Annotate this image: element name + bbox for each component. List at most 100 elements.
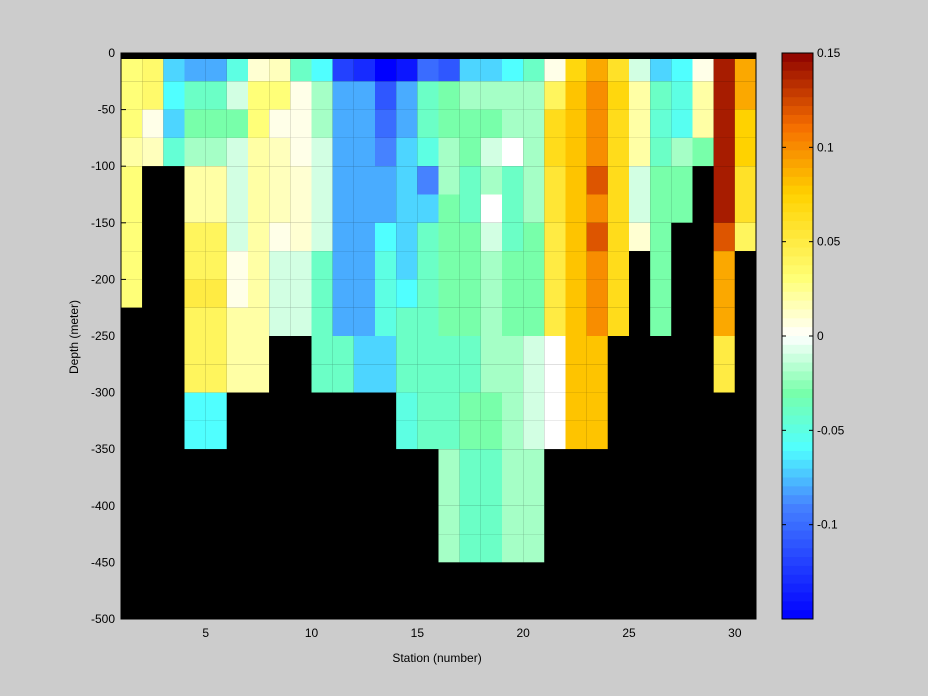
- colorbar: 0.15 0.1 0.05 0 -0.05 -0.1: [781, 46, 845, 620]
- heatmap-cell: [480, 534, 502, 563]
- heatmap-cell: [269, 449, 291, 478]
- heatmap-cell: [438, 166, 460, 195]
- heatmap-cell: [290, 307, 312, 336]
- heatmap-cell: [523, 392, 545, 421]
- heatmap-cell: [671, 53, 693, 82]
- heatmap-cell: [163, 53, 185, 82]
- heatmap-cell: [396, 590, 418, 619]
- heatmap-cell: [629, 449, 651, 478]
- heatmap-cell: [311, 279, 333, 308]
- heatmap-cell: [650, 222, 672, 252]
- heatmap-cell: [523, 81, 545, 110]
- heatmap-cell: [332, 392, 354, 421]
- heatmap-cell: [734, 137, 756, 167]
- heatmap-cell: [565, 505, 587, 535]
- heatmap-cell: [713, 336, 735, 365]
- heatmap-cell: [671, 109, 693, 138]
- heatmap-cell: [121, 449, 143, 478]
- heatmap-cell: [459, 194, 481, 223]
- heatmap-cell: [713, 392, 735, 421]
- colorbar-segment: [782, 477, 813, 487]
- heatmap-cell: [713, 81, 735, 110]
- heatmap-cell: [523, 534, 545, 563]
- heatmap-cell: [142, 307, 164, 336]
- heatmap-cell: [459, 109, 481, 138]
- heatmap-cell: [629, 251, 651, 280]
- heatmap-cell: [142, 53, 164, 82]
- heatmap-cell: [607, 392, 629, 421]
- heatmap-cell: [544, 251, 566, 280]
- colorbar-segment: [782, 353, 813, 364]
- heatmap-cell: [163, 336, 185, 365]
- heatmap-cell: [121, 336, 143, 365]
- heatmap-cell: [248, 590, 270, 619]
- heatmap-cell: [459, 166, 481, 195]
- heatmap-cell: [523, 477, 545, 506]
- heatmap-cell: [332, 194, 354, 223]
- colorbar-tick-label: -0.05: [817, 423, 845, 437]
- heatmap-cell: [353, 505, 375, 535]
- heatmap-cell: [629, 81, 651, 110]
- colorbar-segment: [782, 344, 813, 355]
- heatmap-cell: [290, 590, 312, 619]
- heatmap-cell: [438, 590, 460, 619]
- colorbar-segment: [782, 521, 813, 532]
- heatmap-cell: [311, 194, 333, 223]
- heatmap-cell: [375, 364, 397, 393]
- heatmap-cell: [734, 477, 756, 506]
- heatmap-cell: [629, 562, 651, 591]
- heatmap-cell: [565, 81, 587, 110]
- heatmap-cell: [226, 364, 248, 393]
- heatmap-cell: [375, 590, 397, 619]
- heatmap-cell: [121, 364, 143, 393]
- heatmap-cell: [459, 307, 481, 336]
- colorbar-tick-label: 0: [817, 329, 824, 343]
- colorbar-segment: [782, 406, 813, 417]
- heatmap-cell: [734, 194, 756, 223]
- heatmap-cell: [332, 420, 354, 450]
- heatmap-cell: [650, 166, 672, 195]
- heatmap-cell: [650, 364, 672, 393]
- heatmap-cell: [523, 420, 545, 450]
- heatmap-cell: [226, 336, 248, 365]
- heatmap-cell: [142, 392, 164, 421]
- heatmap-cell: [184, 251, 206, 280]
- heatmap-cell: [205, 505, 227, 535]
- heatmap-cell: [692, 307, 714, 336]
- heatmap-cell: [353, 562, 375, 591]
- heatmap-cell: [650, 505, 672, 535]
- heatmap-cell: [396, 137, 418, 167]
- heatmap-cell: [480, 251, 502, 280]
- heatmap-cell: [332, 166, 354, 195]
- heatmap-cell: [713, 477, 735, 506]
- heatmap-cell: [142, 251, 164, 280]
- heatmap-cell: [248, 392, 270, 421]
- heatmap-cell: [438, 534, 460, 563]
- heatmap-cell: [396, 562, 418, 591]
- heatmap-cell: [396, 307, 418, 336]
- heatmap-cell: [523, 251, 545, 280]
- colorbar-segment: [782, 486, 813, 496]
- heatmap-cell: [226, 477, 248, 506]
- heatmap-cell: [523, 194, 545, 223]
- heatmap-cell: [121, 194, 143, 223]
- heatmap-cell: [205, 590, 227, 619]
- heatmap-cell: [459, 590, 481, 619]
- heatmap-cell: [565, 137, 587, 167]
- heatmap-cell: [734, 590, 756, 619]
- colorbar-segment: [782, 185, 813, 195]
- heatmap-cell: [269, 53, 291, 82]
- colorbar-segment: [782, 450, 813, 461]
- heatmap-cell: [713, 53, 735, 82]
- heatmap-cell: [480, 392, 502, 421]
- colorbar-segment: [782, 274, 813, 284]
- colorbar-segment: [782, 291, 813, 302]
- heatmap-cell: [565, 364, 587, 393]
- heatmap-cell: [523, 336, 545, 365]
- heatmap-cell: [375, 279, 397, 308]
- heatmap-cell: [629, 534, 651, 563]
- heatmap-cell: [607, 307, 629, 336]
- heatmap-cell: [332, 279, 354, 308]
- colorbar-segment: [782, 327, 813, 337]
- heatmap-cell: [353, 166, 375, 195]
